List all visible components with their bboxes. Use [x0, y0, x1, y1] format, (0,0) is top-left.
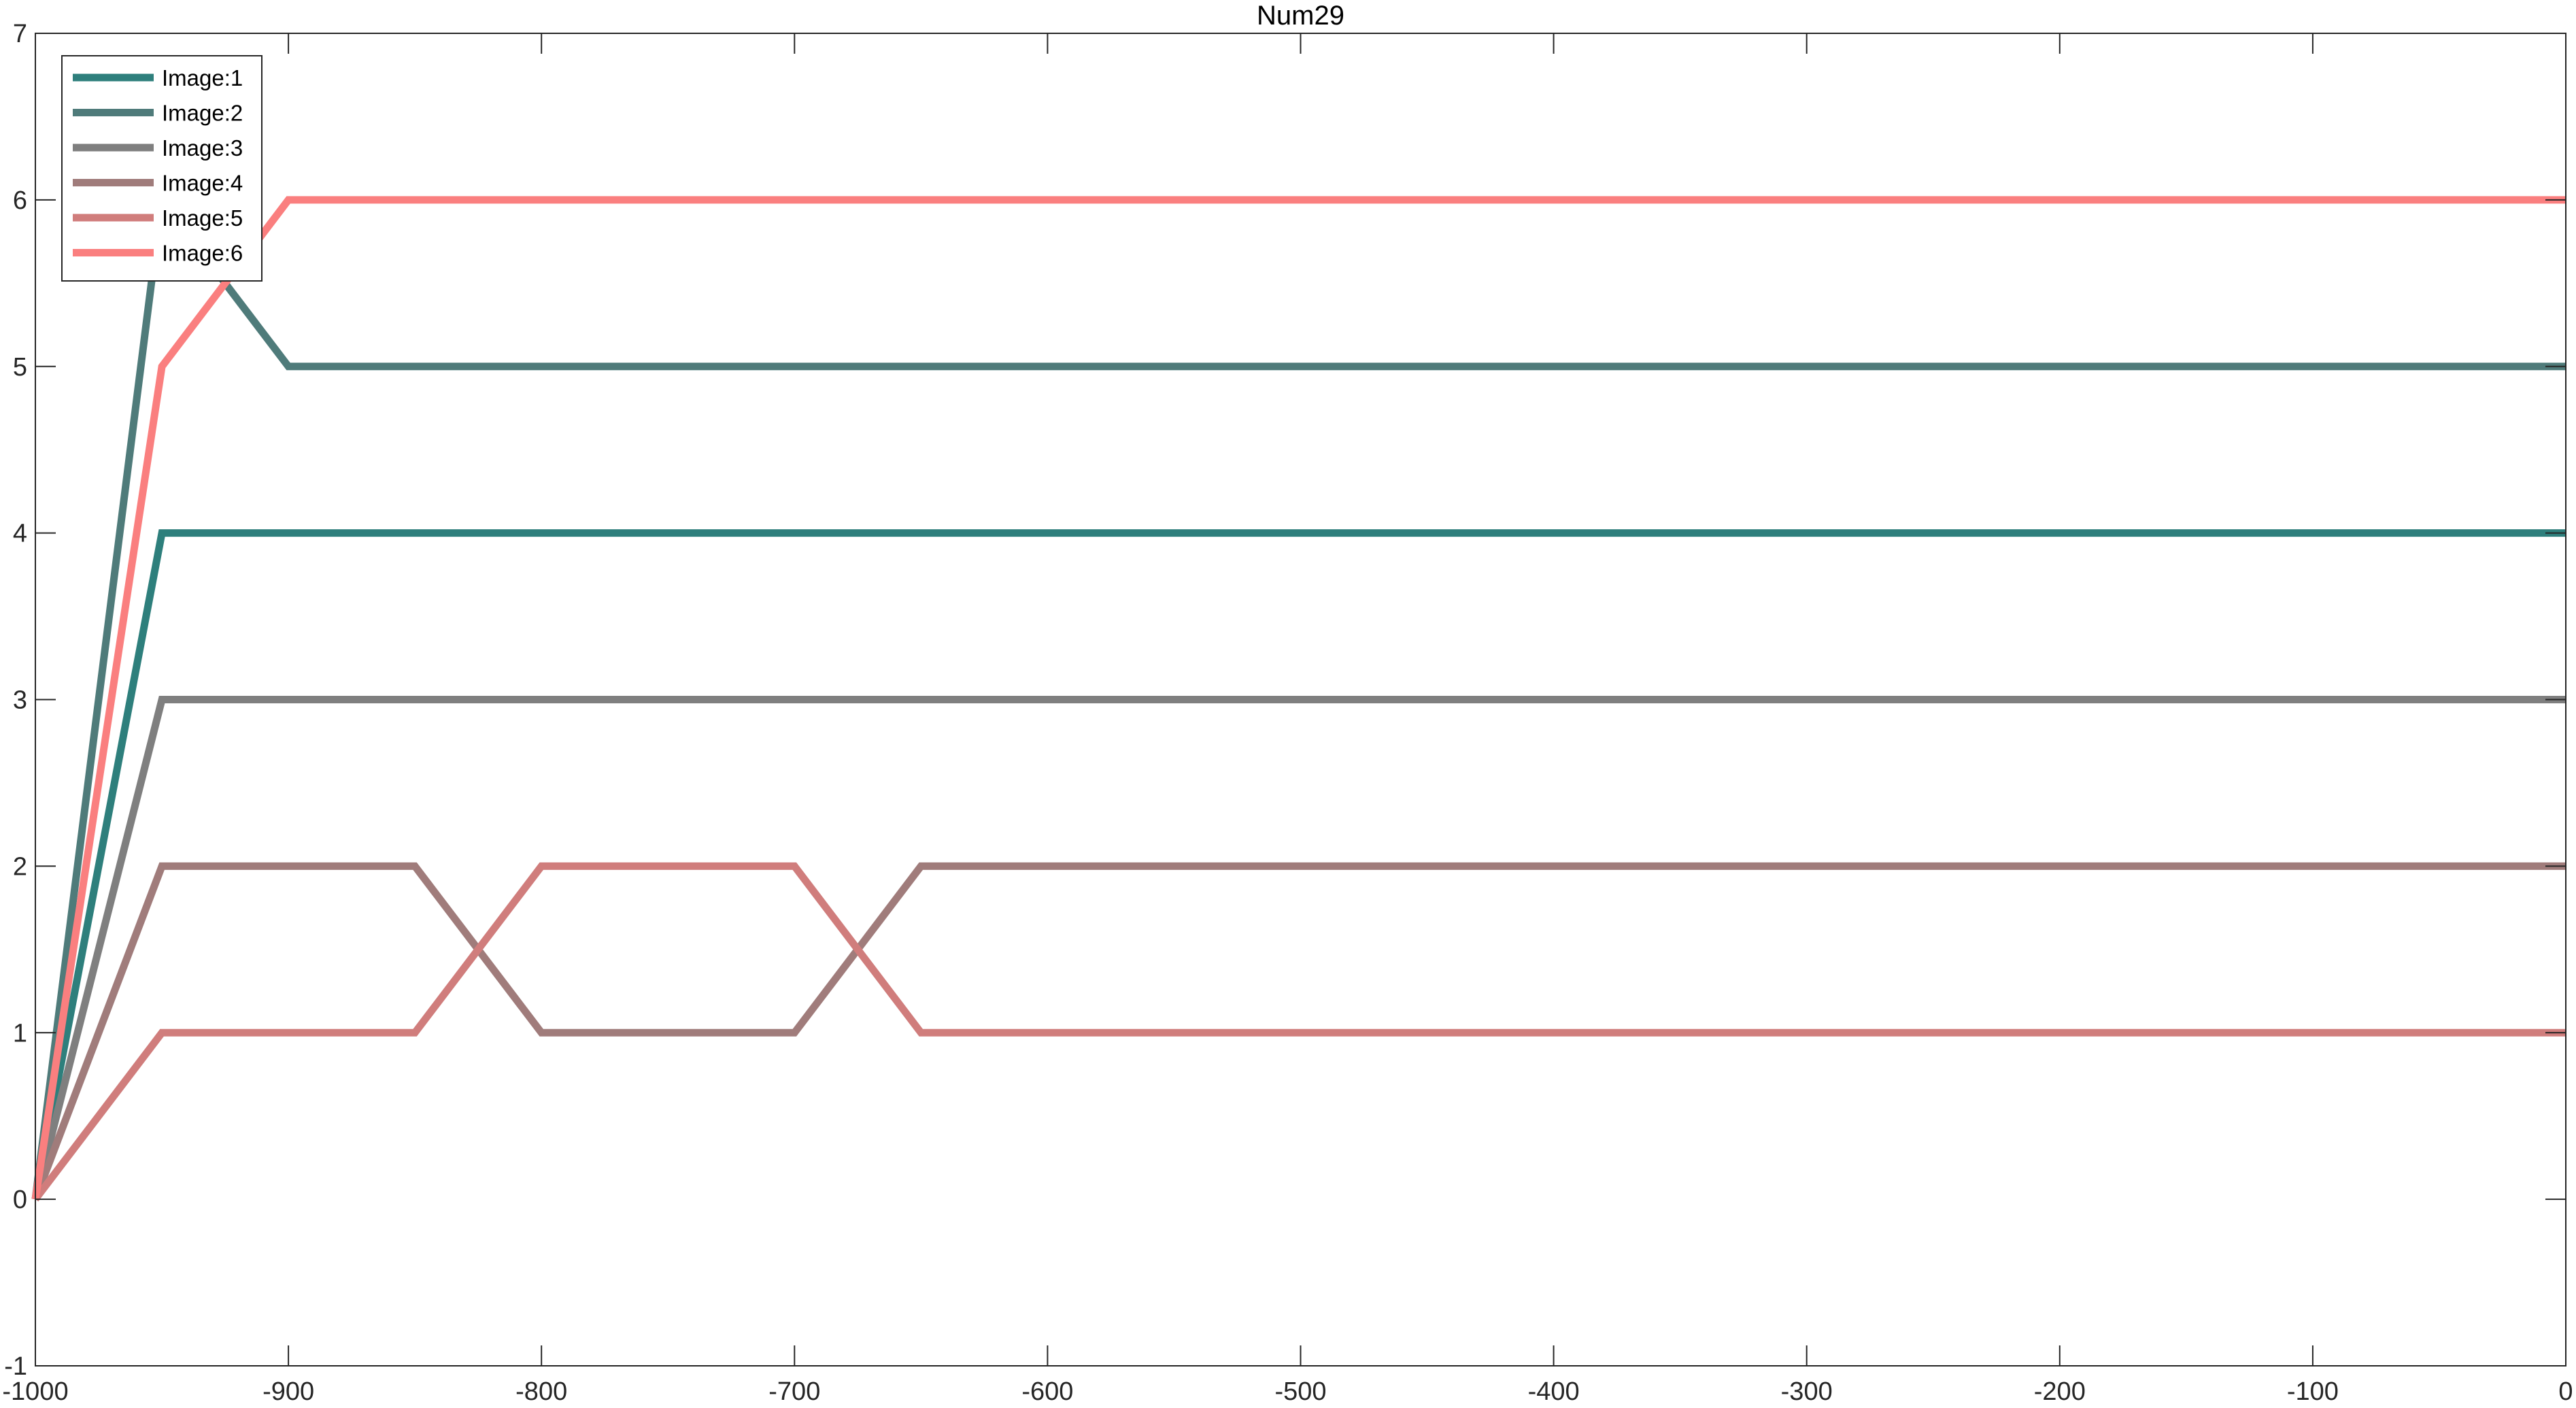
- y-tick-label: 2: [13, 852, 27, 881]
- series-line-2: [31, 190, 2566, 1200]
- legend-item: Image:3: [73, 135, 243, 161]
- x-tick-label: -1000: [2, 1377, 68, 1406]
- x-tick-label: -900: [262, 1377, 314, 1406]
- series-layer: [31, 190, 2566, 1202]
- y-tick-label: 4: [13, 520, 27, 548]
- legend-box: [61, 55, 262, 282]
- x-tick-label: -600: [1021, 1377, 1073, 1406]
- x-tick-label: -100: [2287, 1377, 2339, 1406]
- y-tick-label: 5: [13, 353, 27, 382]
- x-tick-label: 0: [2558, 1377, 2573, 1406]
- x-tick-label: -200: [2034, 1377, 2086, 1406]
- series-line-3: [31, 696, 2566, 1201]
- legend-label: Image:4: [162, 171, 243, 196]
- y-tick-label: 0: [13, 1186, 27, 1214]
- legend-label: Image:6: [162, 241, 243, 266]
- y-tick-label: -1: [4, 1352, 27, 1381]
- y-tick-label: 1: [13, 1019, 27, 1047]
- x-tick-labels: -1000 -900 -800 -700 -600 -500 -400 -300 -200 -10…: [2, 1377, 2573, 1406]
- legend-items: Image:1 Image:2 Image:3 Image:4 Image:5 Image…: [73, 65, 243, 266]
- legend-item: Image:1: [73, 65, 243, 90]
- series-line-6: [31, 196, 2566, 1200]
- legend-item: Image:6: [73, 241, 243, 266]
- legend-label: Image:1: [162, 65, 243, 90]
- x-tick-label: -300: [1781, 1377, 1833, 1406]
- series-line-1: [31, 529, 2566, 1201]
- legend-item: Image:4: [73, 171, 243, 196]
- ticks-layer: [35, 33, 2566, 1367]
- y-tick-label: 6: [13, 186, 27, 215]
- legend-label: Image:3: [162, 135, 243, 161]
- x-tick-label: -800: [515, 1377, 567, 1406]
- legend-label: Image:2: [162, 101, 243, 126]
- legend: Image:1 Image:2 Image:3 Image:4 Image:5 Image…: [61, 55, 262, 282]
- series-line-5: [32, 862, 2566, 1202]
- x-tick-label: -500: [1274, 1377, 1326, 1406]
- y-tick-label: 7: [13, 20, 27, 48]
- series-line-4: [31, 862, 2566, 1201]
- legend-label: Image:5: [162, 205, 243, 231]
- x-tick-label: -400: [1528, 1377, 1580, 1406]
- legend-item: Image:5: [73, 205, 243, 231]
- y-tick-labels: -1 0 1 2 3 4 5 6 7: [4, 20, 27, 1381]
- x-tick-label: -700: [768, 1377, 820, 1406]
- y-tick-label: 3: [13, 686, 27, 715]
- chart-title: Num29: [1257, 1, 1344, 31]
- legend-item: Image:2: [73, 101, 243, 126]
